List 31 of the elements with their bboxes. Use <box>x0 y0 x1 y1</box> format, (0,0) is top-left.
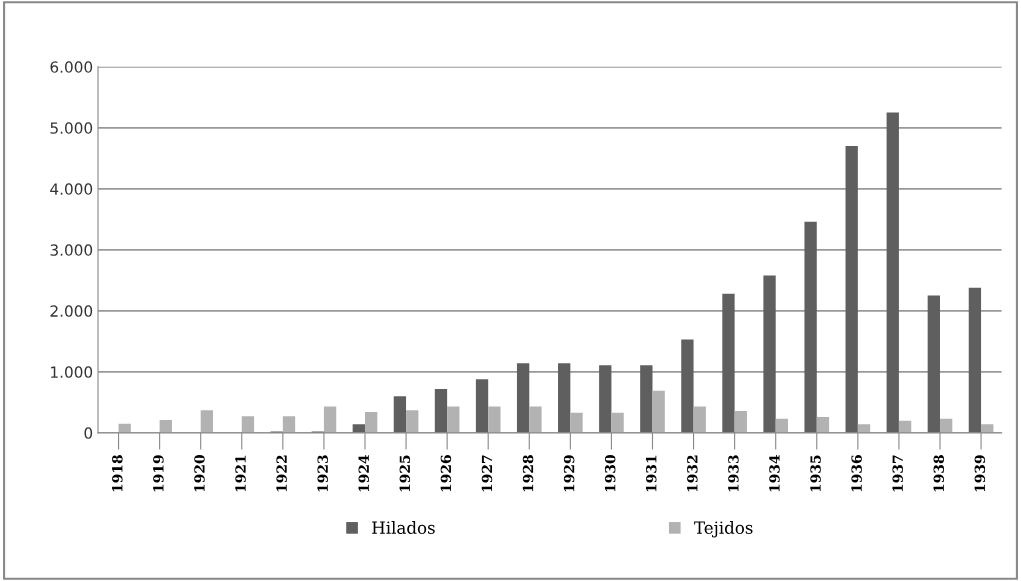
x-tick-label: 1938 <box>933 455 945 492</box>
x-tick-label: 1925 <box>399 455 411 492</box>
x-tick-label: 1936 <box>851 455 862 492</box>
x-tick-label: 1921 <box>235 455 246 492</box>
y-tick-label: 0 <box>84 427 93 439</box>
x-tick-label: 1928 <box>522 455 534 492</box>
legend-label: Tejidos <box>694 521 753 538</box>
x-tick-label: 1935 <box>810 455 821 492</box>
x-tick-label: 1924 <box>358 454 370 492</box>
x-tick-label: 1922 <box>276 455 287 492</box>
x-tick-label: 1933 <box>728 455 739 492</box>
y-tick-label: 6.000 <box>50 61 93 73</box>
legend-label: Hilados <box>372 521 435 534</box>
x-tick-label: 1931 <box>646 455 657 492</box>
y-tick-label: 5.000 <box>50 122 93 134</box>
y-tick-label: 1.000 <box>51 366 93 378</box>
x-tick-label: 1934 <box>769 454 780 492</box>
x-tick-label: 1937 <box>892 455 903 492</box>
x-tick-label: 1926 <box>440 455 452 492</box>
x-tick-label: 1918 <box>112 455 123 492</box>
x-tick-label: 1927 <box>481 455 493 492</box>
x-tick-label: 1930 <box>604 455 616 492</box>
x-tick-label: 1919 <box>153 455 164 492</box>
x-tick-label: 1929 <box>563 455 575 492</box>
x-tick-label: 1939 <box>974 455 986 492</box>
x-tick-label: 1923 <box>317 455 328 492</box>
x-tick-label: 1932 <box>687 455 698 492</box>
y-tick-label: 2.000 <box>50 305 93 317</box>
x-tick-label: 1920 <box>194 455 205 492</box>
y-tick-label: 3.000 <box>50 244 93 256</box>
y-tick-label: 4.000 <box>50 183 93 195</box>
